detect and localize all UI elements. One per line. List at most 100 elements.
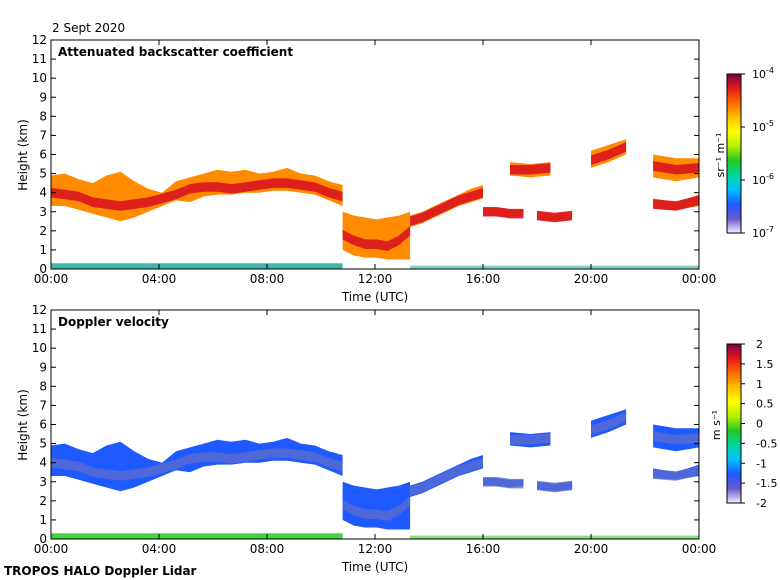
backscatter-layer-core [342, 226, 411, 251]
y-tick-label: 4 [39, 456, 47, 470]
x-tick-label: 12:00 [358, 542, 393, 556]
x-tick-label: 00:00 [34, 542, 69, 556]
x-tick-label: 08:00 [250, 542, 285, 556]
y-tick-label: 5 [39, 437, 47, 451]
velocity-layer-core [591, 412, 627, 435]
y-tick-label: 2 [39, 224, 47, 238]
colorbar-tick-label: 0.5 [756, 398, 774, 411]
velocity-layer-core [51, 448, 343, 481]
backscatter-layer-core [410, 187, 483, 227]
backscatter-layer-core [591, 142, 627, 165]
x-axis-label: Time (UTC) [341, 560, 408, 574]
x-tick-label: 20:00 [574, 542, 609, 556]
backscatter-layer-core [653, 195, 699, 211]
y-tick-label: 2 [39, 494, 47, 508]
x-axis-label: Time (UTC) [341, 290, 408, 304]
backscatter-layer-core [653, 161, 699, 175]
x-axis-ticks: 00:00 04:00 08:00 12:00 16:00 20:00 00:00 [34, 310, 717, 556]
y-tick-label: 3 [39, 205, 47, 219]
y-tick-label: 5 [39, 167, 47, 181]
y-tick-label: 7 [39, 128, 47, 142]
y-tick-label: 6 [39, 148, 47, 162]
colorbar-tick-exponent: -7 [766, 225, 774, 234]
velocity-field [51, 409, 699, 539]
x-tick-label: 00:00 [34, 272, 69, 286]
x-tick-label: 16:00 [466, 542, 501, 556]
backscatter-field [51, 139, 699, 269]
velocity-layer-core [653, 431, 699, 445]
y-tick-label: 8 [39, 379, 47, 393]
x-tick-label: 16:00 [466, 272, 501, 286]
y-tick-label: 1 [39, 513, 47, 527]
colorbar-tick-label: 10-4 [752, 66, 774, 81]
x-tick-label: 20:00 [574, 272, 609, 286]
y-tick-label: 7 [39, 398, 47, 412]
colorbar-tick-label: 10-7 [752, 225, 774, 240]
colorbar-unit: m s⁻¹ [710, 410, 723, 440]
velocity-layer-core [410, 457, 483, 497]
x-tick-label: 04:00 [142, 542, 177, 556]
velocity-layer-core [342, 496, 411, 521]
colorbar-tick-label: -0.5 [756, 437, 777, 450]
colorbar-tick-label: 1 [756, 378, 763, 391]
x-axis-ticks: 00:00 04:00 08:00 12:00 16:00 20:00 00:00 [34, 40, 717, 286]
panel-title: Doppler velocity [58, 315, 169, 329]
colorbar-tick-label: 2 [756, 338, 763, 351]
y-tick-label: 4 [39, 186, 47, 200]
colorbar-tick-label: 1.5 [756, 358, 774, 371]
velocity-layer-core [510, 433, 551, 445]
x-tick-label: 08:00 [250, 272, 285, 286]
y-axis-label: Height (km) [16, 389, 30, 460]
y-tick-label: 12 [32, 33, 47, 47]
colorbar: 2 1.5 1 0.5 0 -0.5 -1 -1.5 -2 m s⁻¹ [710, 338, 777, 510]
velocity-layer-core [653, 465, 699, 481]
colorbar-tick-label: -1 [756, 457, 767, 470]
colorbar-unit: sr⁻¹ m⁻¹ [714, 133, 727, 178]
y-tick-label: 10 [32, 341, 47, 355]
y-tick-label: 9 [39, 360, 47, 374]
y-tick-label: 0 [39, 532, 47, 546]
near-surface-echo [51, 263, 343, 269]
backscatter-layer-core [51, 178, 343, 211]
y-tick-label: 3 [39, 475, 47, 489]
colorbar-tick-exponent: -5 [766, 119, 774, 128]
colorbar-tick-label: -2 [756, 497, 767, 510]
x-tick-label: 04:00 [142, 272, 177, 286]
date-label: 2 Sept 2020 [52, 21, 125, 35]
colorbar-ramp [726, 73, 742, 234]
y-tick-label: 6 [39, 418, 47, 432]
backscatter-layer-core [537, 210, 573, 223]
x-tick-label: 00:00 [682, 542, 717, 556]
y-tick-label: 11 [32, 322, 47, 336]
colorbar-tick-label: 10-5 [752, 119, 774, 134]
colorbar-ramp [726, 343, 742, 504]
velocity-layer-core [483, 477, 524, 489]
backscatter-layer-core [510, 163, 551, 175]
colorbar-tick-label: 0 [756, 418, 763, 431]
x-tick-label: 12:00 [358, 272, 393, 286]
near-surface-echo [410, 265, 699, 269]
x-tick-label: 00:00 [682, 272, 717, 286]
colorbar: 10-4 10-5 10-6 10-7 sr⁻¹ m⁻¹ [714, 66, 774, 240]
colorbar-tick-label: 10-6 [752, 172, 774, 187]
y-axis-label: Height (km) [16, 119, 30, 190]
y-tick-label: 11 [32, 52, 47, 66]
y-tick-label: 9 [39, 90, 47, 104]
colorbar-ticks: 10-4 10-5 10-6 10-7 [741, 66, 774, 240]
colorbar-ticks: 2 1.5 1 0.5 0 -0.5 -1 -1.5 -2 [741, 338, 777, 510]
y-tick-label: 12 [32, 303, 47, 317]
backscatter-layer-core [483, 207, 524, 219]
velocity-layer-core [537, 480, 573, 493]
y-tick-label: 0 [39, 262, 47, 276]
near-surface-echo [51, 533, 343, 539]
colorbar-tick-label: -1.5 [756, 477, 777, 490]
instrument-label: TROPOS HALO Doppler Lidar [4, 564, 197, 578]
panel-title: Attenuated backscatter coefficient [58, 45, 293, 59]
colorbar-tick-exponent: -6 [766, 172, 774, 181]
near-surface-echo [410, 535, 699, 539]
